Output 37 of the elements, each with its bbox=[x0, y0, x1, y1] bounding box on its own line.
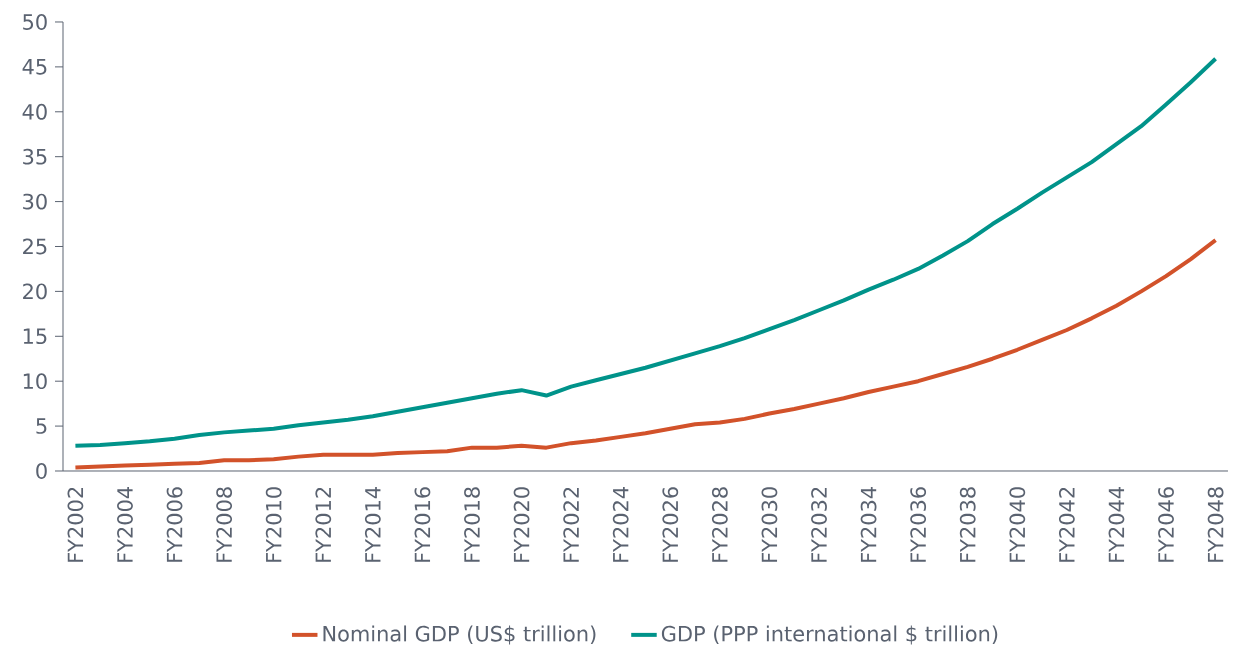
x-tick-label: FY2042 bbox=[1058, 487, 1075, 562]
y-tick-label: 25 bbox=[23, 238, 47, 255]
x-tick-label: FY2030 bbox=[761, 487, 778, 562]
y-tick-label: 35 bbox=[23, 148, 47, 165]
x-tick-label: FY2028 bbox=[711, 487, 728, 562]
y-tick-label: 45 bbox=[22, 59, 47, 75]
x-tick-label: FY2008 bbox=[216, 487, 233, 562]
y-tick-label: 15 bbox=[23, 328, 47, 345]
x-tick-label: FY2048 bbox=[1207, 487, 1224, 562]
y-tick-label: 20 bbox=[23, 283, 47, 300]
x-tick-label: FY2022 bbox=[563, 487, 580, 562]
y-tick-label: 5 bbox=[36, 418, 47, 434]
x-tick-label: FY2010 bbox=[265, 487, 282, 562]
legend-label: GDP (PPP international $ trillion) bbox=[661, 625, 998, 645]
x-tick-label: FY2044 bbox=[1108, 487, 1125, 562]
x-tick-label: FY2002 bbox=[67, 487, 84, 562]
x-tick-label: FY2040 bbox=[1009, 487, 1026, 562]
legend-label: Nominal GDP (US$ trillion) bbox=[323, 625, 596, 645]
x-tick-label: FY2046 bbox=[1158, 487, 1174, 562]
x-tick-label: FY2006 bbox=[166, 487, 183, 562]
x-tick-label: FY2014 bbox=[364, 487, 381, 562]
y-tick-label: 40 bbox=[22, 103, 47, 120]
x-tick-label: FY2024 bbox=[612, 487, 629, 562]
x-tick-label: FY2026 bbox=[662, 487, 679, 562]
y-tick-label: 0 bbox=[36, 463, 47, 479]
x-tick-label: FY2016 bbox=[414, 487, 431, 562]
y-tick-label: 50 bbox=[23, 14, 47, 30]
y-tick-label: 10 bbox=[23, 373, 47, 390]
x-tick-label: FY2038 bbox=[959, 487, 976, 562]
x-tick-label: FY2020 bbox=[513, 487, 530, 562]
x-tick-label: FY2036 bbox=[910, 487, 927, 562]
x-tick-label: FY2004 bbox=[117, 487, 133, 562]
x-tick-label: FY2034 bbox=[860, 487, 877, 562]
y-tick-label: 30 bbox=[23, 193, 47, 210]
x-tick-label: FY2032 bbox=[811, 487, 827, 562]
x-tick-label: FY2012 bbox=[315, 487, 332, 562]
x-tick-label: FY2018 bbox=[464, 487, 480, 562]
